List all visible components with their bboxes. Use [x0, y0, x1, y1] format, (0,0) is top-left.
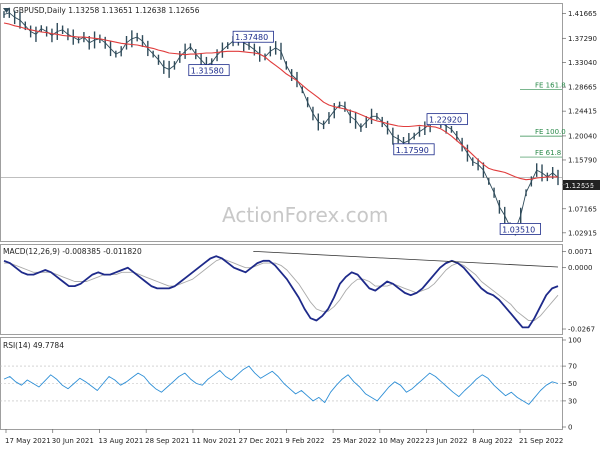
macd-panel-frame	[0, 244, 563, 335]
x-tick-label: 21 Sep 2022	[519, 437, 563, 445]
price-badge-bg	[563, 180, 600, 190]
x-tick-label: 17 May 2021	[5, 437, 51, 445]
price-header: GBPUSD,Daily 1.13258 1.13651 1.12638 1.1…	[13, 6, 200, 15]
price-y-tick-label: 1.07165	[568, 205, 597, 213]
annotation-box	[232, 30, 274, 43]
macd-signal-line	[4, 258, 559, 321]
price-y-tick-label: 1.37290	[568, 35, 597, 43]
annotation-label: 1.03510	[502, 225, 535, 234]
x-tick-label: 27 Dec 2021	[239, 437, 284, 445]
fib-level-label: FE 100.0	[535, 128, 566, 136]
watermark: ActionForex.com	[222, 203, 388, 227]
annotation-box	[188, 64, 230, 77]
price-y-tick-label: 1.28665	[568, 84, 597, 92]
macd-y-tick-label: 0.0000	[568, 264, 593, 272]
rsi-y-tick-label: 100	[568, 337, 581, 345]
price-y-tick-label: 1.02915	[568, 229, 597, 237]
rsi-y-tick-label: 30	[568, 397, 577, 405]
price-y-tick-label: 1.15790	[568, 156, 597, 164]
moving-average-line	[3, 22, 558, 181]
annotation-box	[499, 223, 541, 235]
annotation-box	[393, 143, 435, 156]
x-tick-label: 11 Nov 2021	[192, 437, 237, 445]
macd-header: MACD(12,26,9) -0.008385 -0.011820	[3, 247, 142, 256]
x-tick-label: 28 Sep 2021	[145, 437, 189, 445]
x-tick-label: 23 Jun 2022	[426, 437, 468, 445]
annotation-label: 1.17590	[396, 146, 429, 155]
series-layer	[3, 7, 559, 405]
price-close-line	[3, 12, 559, 230]
rsi-y-tick-label: 0	[568, 424, 572, 432]
grid-layer	[0, 177, 562, 402]
x-tick-label: 8 Aug 2022	[472, 437, 512, 445]
fib-level-label: FE 61.8	[535, 149, 561, 157]
annotation-layer: 1.37480 1.31580 1.22920 1.17590 1.03510 FE 16…	[188, 30, 566, 268]
annotation-label: 1.37480	[235, 33, 268, 42]
price-badge: 1.12656	[565, 182, 594, 190]
annotation-box	[426, 113, 468, 126]
macd-main-line	[3, 255, 559, 329]
x-tick-label: 13 Aug 2021	[98, 437, 143, 445]
x-tick-label: 30 Jun 2021	[52, 437, 94, 445]
fib-level-label: FE 161.8	[535, 81, 566, 89]
x-tick-label: 25 Mar 2022	[332, 437, 376, 445]
rsi-y-tick-label: 70	[568, 363, 577, 371]
annotation-label: 1.31580	[191, 67, 224, 76]
arrow-down-icon	[3, 8, 10, 13]
price-y-tick-label: 1.24415	[568, 108, 597, 116]
x-tick-label: 10 May 2022	[379, 437, 425, 445]
rsi-line	[3, 365, 559, 405]
price-y-tick-label: 1.33040	[568, 59, 597, 67]
price-y-tick-label: 1.20040	[568, 132, 597, 140]
annotation-label: 1.22920	[429, 116, 462, 125]
macd-trendline	[253, 250, 559, 268]
rsi-header: RSI(14) 49.7784	[3, 341, 64, 350]
x-tick-label: 9 Feb 2022	[285, 437, 324, 445]
axis-layer: 1.41665 1.37290 1.33040 1.28665 1.24415 1.200…	[5, 10, 597, 445]
macd-y-tick-label: 0.0071	[568, 248, 593, 256]
rsi-y-tick-label: 50	[568, 380, 577, 388]
macd-y-tick-label: -0.0267	[568, 326, 595, 334]
price-y-tick-label: 1.11415	[568, 181, 597, 189]
price-y-tick-label: 1.41665	[568, 10, 597, 18]
